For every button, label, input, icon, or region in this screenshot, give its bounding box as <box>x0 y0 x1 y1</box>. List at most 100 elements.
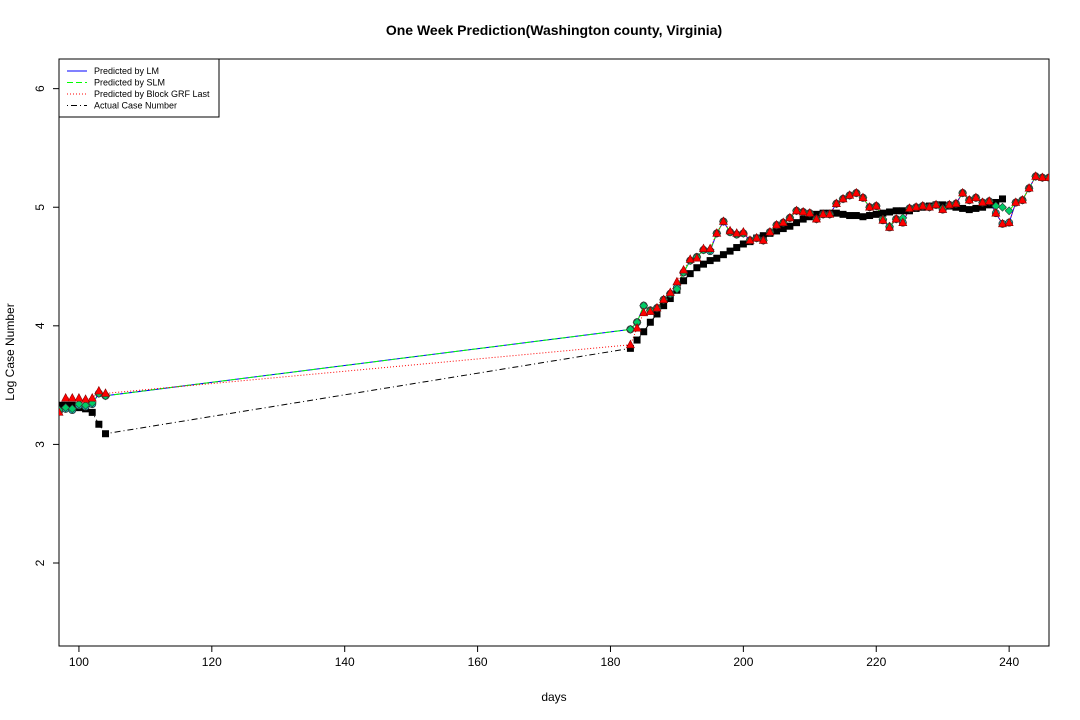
data-point-2 <box>67 393 77 402</box>
data-point-2 <box>692 253 702 262</box>
data-point-3 <box>959 204 967 212</box>
data-point-2 <box>87 393 97 402</box>
data-point-3 <box>693 264 701 272</box>
data-point-2 <box>712 228 722 237</box>
data-point-2 <box>1037 172 1047 181</box>
data-point-2 <box>984 196 994 205</box>
data-point-3 <box>95 420 103 428</box>
data-point-3 <box>719 251 727 259</box>
data-point-2 <box>798 206 808 216</box>
data-point-2 <box>74 393 84 402</box>
data-point-1 <box>67 404 77 414</box>
data-point-3 <box>773 227 781 235</box>
data-point-2 <box>1044 172 1049 181</box>
data-point-3 <box>866 212 874 220</box>
x-tick-label: 160 <box>468 655 488 669</box>
data-point-3 <box>626 344 634 352</box>
data-point-2 <box>805 208 815 217</box>
data-point-3 <box>686 270 694 278</box>
data-point-2 <box>685 254 695 263</box>
data-point-2 <box>818 209 828 218</box>
y-tick-label: 3 <box>33 441 47 448</box>
data-point-2 <box>752 232 762 242</box>
data-point-3 <box>102 430 110 438</box>
data-point-2 <box>772 219 782 229</box>
data-point-2 <box>878 215 888 224</box>
data-point-2 <box>732 228 742 237</box>
data-point-2 <box>792 205 802 215</box>
data-point-3 <box>965 206 973 214</box>
data-point-2 <box>632 323 642 332</box>
series-lines <box>59 175 1049 435</box>
chart-title: One Week Prediction(Washington county, V… <box>386 22 722 38</box>
y-axis: 2 3 4 5 6 <box>33 85 59 566</box>
data-point-3 <box>979 203 987 211</box>
data-point-2 <box>785 212 795 222</box>
data-point-3 <box>879 209 887 217</box>
x-tick-label: 120 <box>202 655 222 669</box>
data-point-3 <box>646 318 654 326</box>
data-point-2 <box>971 192 981 202</box>
data-point-1 <box>672 284 682 294</box>
x-tick-label: 180 <box>600 655 620 669</box>
data-point-3 <box>699 260 707 268</box>
data-point-3 <box>660 302 668 310</box>
data-point-2 <box>951 198 961 207</box>
data-point-3 <box>886 208 894 216</box>
plot-area <box>59 171 1049 438</box>
data-point-2 <box>1004 217 1014 226</box>
y-axis-title: Log Case Number <box>3 303 17 400</box>
data-point-3 <box>706 257 714 265</box>
plot-frame <box>58 58 1050 647</box>
data-point-2 <box>838 193 848 203</box>
data-point-3 <box>739 240 747 248</box>
data-point-3 <box>852 212 860 220</box>
data-point-3 <box>786 222 794 230</box>
data-point-3 <box>59 401 63 409</box>
legend-entry: Predicted by SLM <box>94 78 165 88</box>
data-point-3 <box>793 219 801 227</box>
data-point-2 <box>924 202 934 211</box>
legend-entry: Actual Case Number <box>94 101 177 111</box>
legend-box <box>58 58 220 118</box>
data-point-3 <box>998 195 1006 203</box>
data-point-2 <box>645 306 655 315</box>
data-point-2 <box>639 307 649 317</box>
y-tick-label: 6 <box>33 85 47 92</box>
data-point-2 <box>978 197 988 206</box>
data-point-3 <box>799 215 807 223</box>
data-point-2 <box>944 199 954 209</box>
data-point-2 <box>825 209 835 218</box>
x-axis: 100 120 140 160 180 200 220 240 <box>69 646 1019 669</box>
y-tick-label: 2 <box>33 559 47 566</box>
series-markers <box>59 171 1049 438</box>
x-tick-label: 100 <box>69 655 89 669</box>
x-tick-label: 200 <box>733 655 753 669</box>
y-tick-label: 5 <box>33 204 47 211</box>
data-point-2 <box>997 218 1007 228</box>
data-point-2 <box>858 192 868 202</box>
data-point-3 <box>733 244 741 252</box>
data-point-3 <box>666 295 674 303</box>
data-point-3 <box>680 277 688 285</box>
data-point-2 <box>991 208 1001 217</box>
data-point-2 <box>918 200 928 210</box>
data-point-2 <box>672 276 682 286</box>
legend-entry: Predicted by Block GRF Last <box>94 89 210 99</box>
data-point-1 <box>998 202 1007 212</box>
data-point-2 <box>1031 171 1041 180</box>
data-point-3 <box>832 209 840 217</box>
data-point-2 <box>831 198 841 207</box>
data-point-3 <box>839 210 847 218</box>
data-point-2 <box>745 235 755 244</box>
data-point-2 <box>652 302 662 312</box>
data-point-2 <box>871 200 881 210</box>
data-point-2 <box>958 187 968 197</box>
data-point-2 <box>778 217 788 226</box>
data-point-2 <box>845 190 855 199</box>
data-point-3 <box>872 210 880 218</box>
data-point-3 <box>653 310 661 318</box>
data-point-2 <box>698 243 708 253</box>
data-point-3 <box>779 225 787 233</box>
y-tick-label: 4 <box>33 322 47 329</box>
